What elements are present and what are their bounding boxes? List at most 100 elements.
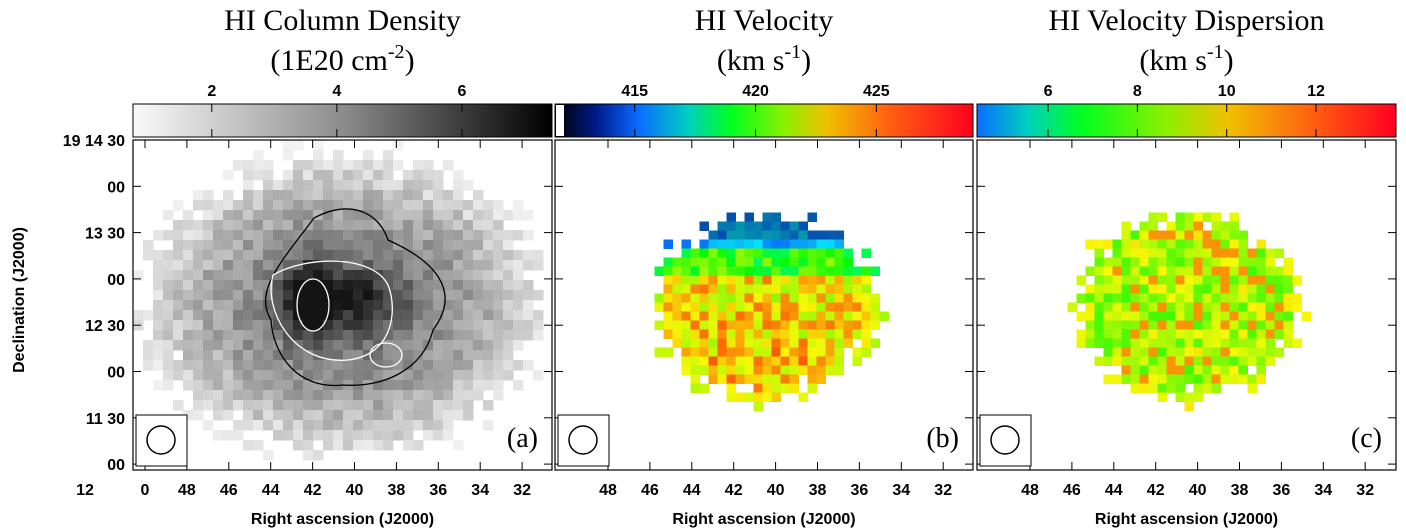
map-pixel xyxy=(1166,266,1176,276)
map-pixel xyxy=(690,311,700,321)
map-pixel xyxy=(1139,302,1149,312)
map-pixel xyxy=(807,338,817,348)
map-pixel xyxy=(223,330,234,341)
map-pixel xyxy=(413,280,424,291)
x-tick-label: 40 xyxy=(1189,482,1207,499)
unit-end: ) xyxy=(1224,44,1234,77)
map-pixel xyxy=(1175,257,1185,267)
map-pixel xyxy=(353,400,364,411)
map-pixel xyxy=(1175,221,1185,231)
map-pixel xyxy=(443,390,454,401)
map-pixel xyxy=(343,430,354,441)
map-pixel xyxy=(708,311,718,321)
map-pixel xyxy=(1157,257,1167,267)
map-pixel xyxy=(663,275,673,285)
map-pixel xyxy=(726,212,736,222)
map-pixel xyxy=(333,180,344,191)
map-pixel xyxy=(690,248,700,258)
map-pixel xyxy=(1148,266,1158,276)
map-pixel xyxy=(303,250,314,261)
map-pixel xyxy=(726,311,736,321)
map-pixel xyxy=(393,310,404,321)
map-pixel xyxy=(363,270,374,281)
x-tick-label: 36 xyxy=(1273,482,1291,499)
map-pixel xyxy=(283,380,294,391)
map-pixel xyxy=(333,250,344,261)
map-pixel xyxy=(293,440,304,451)
map-pixel xyxy=(383,360,394,371)
map-pixel xyxy=(223,230,234,241)
map-pixel xyxy=(1283,257,1293,267)
map-pixel xyxy=(843,275,853,285)
map-pixel xyxy=(771,302,781,312)
map-pixel xyxy=(771,347,781,357)
map-pixel xyxy=(870,320,880,330)
map-pixel xyxy=(303,260,314,271)
map-pixel xyxy=(393,180,404,191)
map-pixel xyxy=(1184,266,1194,276)
map-pixel xyxy=(1238,338,1248,348)
map-pixel xyxy=(1247,302,1257,312)
map-pixel xyxy=(293,300,304,311)
map-pixel xyxy=(744,320,754,330)
map-pixel xyxy=(303,310,314,321)
map-pixel xyxy=(1202,266,1212,276)
map-pixel xyxy=(163,340,174,351)
map-pixel xyxy=(163,290,174,301)
map-pixel xyxy=(483,300,494,311)
map-pixel xyxy=(1175,383,1185,393)
map-pixel xyxy=(413,260,424,271)
map-pixel xyxy=(383,320,394,331)
map-pixel xyxy=(1193,365,1203,375)
map-pixel xyxy=(353,200,364,211)
map-pixel xyxy=(283,140,294,151)
map-pixel xyxy=(213,200,224,211)
map-pixel xyxy=(413,340,424,351)
map-pixel xyxy=(1148,275,1158,285)
map-pixel xyxy=(223,360,234,371)
map-pixel xyxy=(1139,293,1149,303)
map-pixel xyxy=(293,370,304,381)
map-pixel xyxy=(852,320,862,330)
map-pixel xyxy=(393,300,404,311)
map-pixel xyxy=(403,320,414,331)
map-pixel xyxy=(753,383,763,393)
map-pixel xyxy=(861,302,871,312)
map-pixel xyxy=(1130,374,1140,384)
map-pixel xyxy=(726,266,736,276)
map-pixel xyxy=(708,374,718,384)
map-pixel xyxy=(193,370,204,381)
map-pixel xyxy=(870,302,880,312)
map-pixel xyxy=(503,300,514,311)
map-pixel xyxy=(313,220,324,231)
map-pixel xyxy=(798,347,808,357)
map-pixel xyxy=(1229,230,1239,240)
map-pixel xyxy=(726,221,736,231)
colorbar-tick-label: 6 xyxy=(457,83,466,100)
map-pixel xyxy=(1265,311,1275,321)
map-pixel xyxy=(243,370,254,381)
map-pixel xyxy=(193,360,204,371)
map-pixel xyxy=(283,220,294,231)
map-pixel xyxy=(1148,347,1158,357)
x-tick-label: 12 xyxy=(76,482,94,499)
map-pixel xyxy=(1094,320,1104,330)
map-pixel xyxy=(1274,284,1284,294)
map-pixel xyxy=(762,302,772,312)
map-pixel xyxy=(513,330,524,341)
map-pixel xyxy=(523,300,534,311)
map-pixel xyxy=(313,330,324,341)
map-pixel xyxy=(423,160,434,171)
map-pixel xyxy=(1202,284,1212,294)
map-pixel xyxy=(423,350,434,361)
map-pixel xyxy=(672,293,682,303)
map-pixel xyxy=(789,221,799,231)
map-pixel xyxy=(1229,365,1239,375)
map-pixel xyxy=(1166,338,1176,348)
map-pixel xyxy=(483,200,494,211)
map-pixel xyxy=(133,310,144,321)
map-pixel xyxy=(183,410,194,421)
map-pixel xyxy=(173,360,184,371)
map-pixel xyxy=(717,311,727,321)
map-pixel xyxy=(1292,275,1302,285)
